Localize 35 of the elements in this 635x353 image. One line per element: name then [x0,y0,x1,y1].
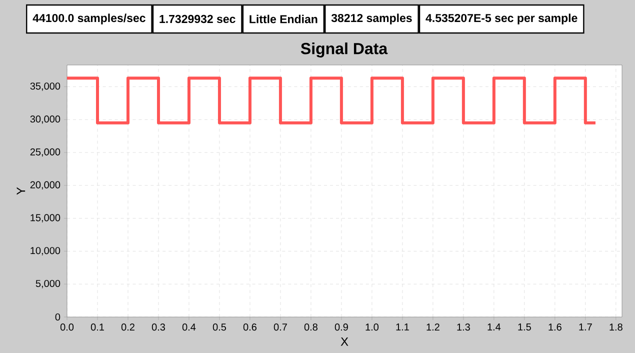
x-tick-label: 0.6 [243,324,256,331]
x-tick-label: 0.9 [334,324,348,331]
x-tick-label: 1.8 [610,324,622,331]
x-axis-title: X [340,337,348,346]
y-axis-title: Y [16,187,26,195]
x-tick-label: 1.5 [518,324,531,330]
y-tick-label: 30,000 [30,115,60,124]
text: 1.7329932 sec [160,14,236,24]
text: 44100.0 samples/sec [32,14,146,24]
x-tick-label: 0.7 [274,324,287,331]
x-tick-label: 1.4 [488,324,501,330]
y-tick-label: 25,000 [30,148,60,157]
x-tick-label: 1.1 [396,324,409,330]
y-tick-label: 10,000 [30,247,60,256]
x-tick-label: 1.0 [366,324,379,331]
x-tick-label: 1.7 [579,324,592,330]
x-tick-label: 0.2 [121,324,134,331]
x-tick-label: 0.8 [304,324,318,331]
y-tick-label: 15,000 [30,214,60,222]
y-tick-label: 0 [55,313,60,321]
x-tick-label: 0.3 [152,324,166,331]
x-tick-label: 0.1 [90,324,104,331]
text: Little Endian [250,14,318,24]
x-tick-label: 1.3 [457,324,470,331]
text: 38212 samples [331,14,412,24]
x-tick-label: 0.0 [60,324,74,331]
y-tick-label: 5,000 [36,280,60,288]
x-tick-label: 1.2 [426,324,440,330]
chart-title: Signal Data [300,42,388,58]
x-tick-label: 0.5 [212,324,226,331]
y-tick-label: 35,000 [30,82,60,91]
x-tick-label: 0.4 [182,324,196,331]
text: 4.535207E-5 sec per sample [426,14,578,24]
x-tick-label: 1.6 [548,324,562,331]
y-tick-label: 20,000 [30,181,60,190]
